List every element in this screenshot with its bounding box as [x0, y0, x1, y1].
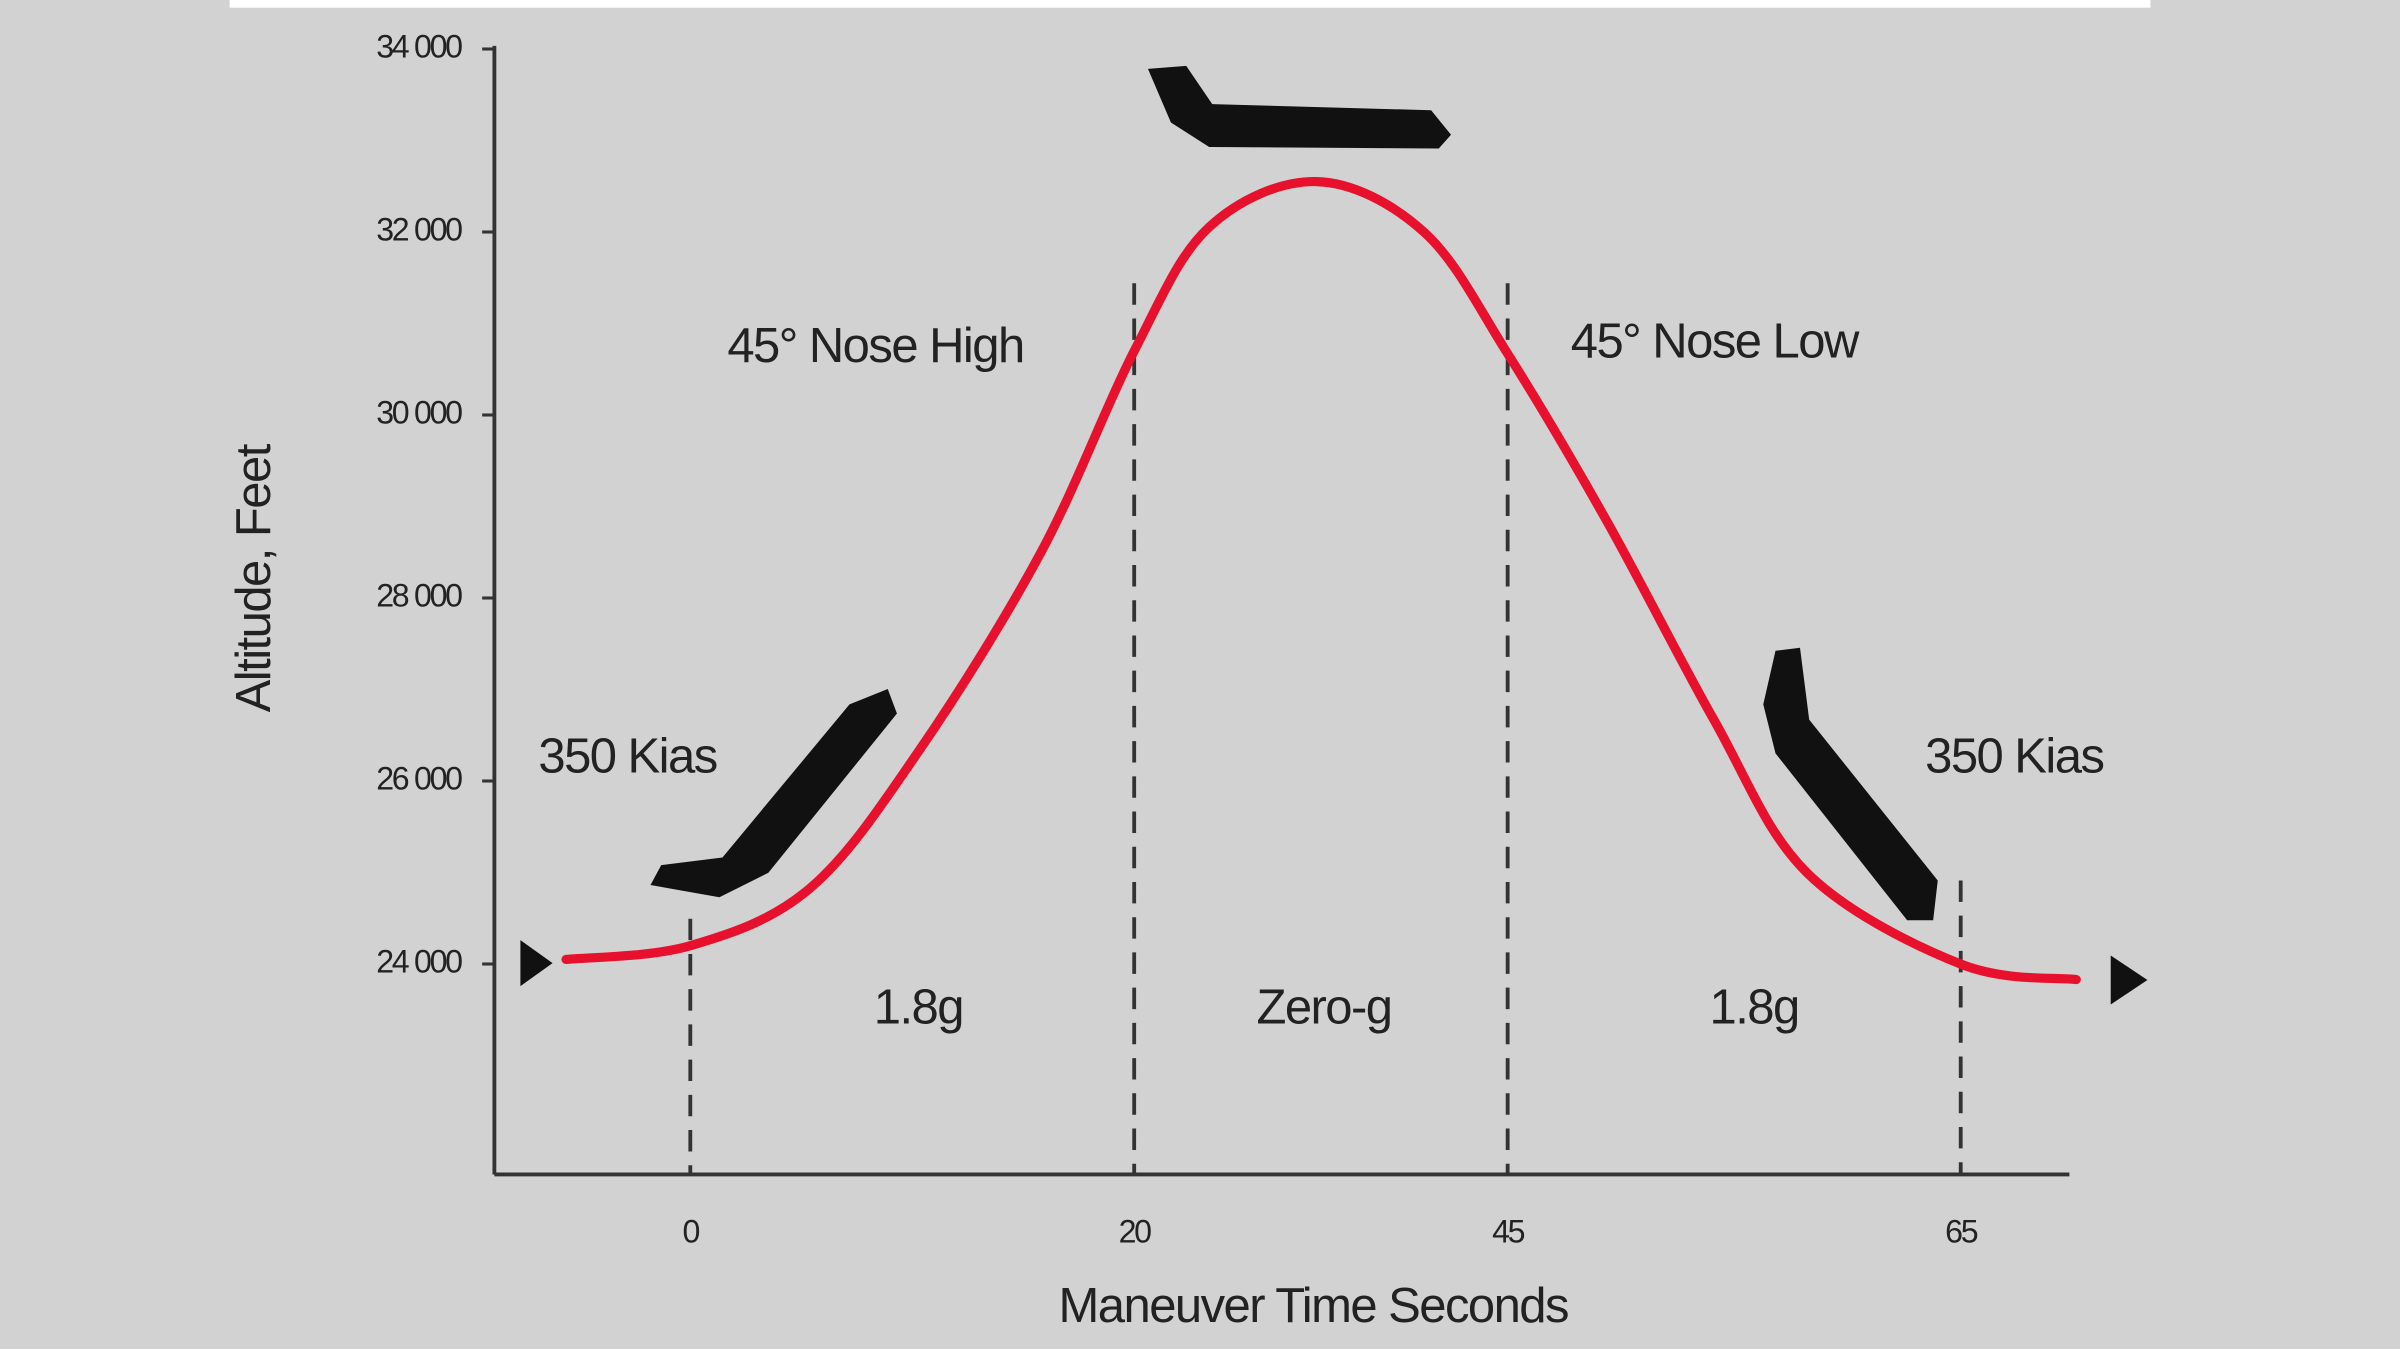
y-tick-label: 34 000	[376, 28, 462, 64]
y-tick-label: 26 000	[376, 760, 462, 796]
x-tick-label: 65	[1945, 1214, 1978, 1250]
y-tick-label: 24 000	[376, 943, 462, 979]
start-arrow	[520, 940, 553, 987]
airplane-climb	[650, 689, 897, 898]
x-tick-label: 0	[683, 1214, 700, 1250]
x-axis-label: Maneuver Time Seconds	[1059, 1279, 1568, 1333]
annotation: 45° Nose Low	[1571, 314, 1860, 368]
end-arrow	[2110, 955, 2148, 1005]
top-strip	[229, 0, 2151, 8]
altitude-line	[561, 177, 2081, 985]
y-tick-label: 30 000	[376, 394, 462, 430]
airplane-dive	[1763, 647, 1938, 921]
y-tick-label: 28 000	[376, 577, 462, 613]
annotation: 350 Kias	[538, 729, 716, 783]
y-axis-label: Altitude, Feet	[227, 443, 281, 712]
annotation: 1.8g	[874, 981, 963, 1035]
x-tick-label: 20	[1119, 1214, 1152, 1250]
x-tick-label: 45	[1492, 1214, 1525, 1250]
airplane-level	[1147, 65, 1452, 149]
annotation: Zero-g	[1256, 981, 1391, 1035]
y-tick-label: 32 000	[376, 211, 462, 247]
annotation: 1.8g	[1709, 981, 1798, 1035]
annotation: 45° Nose High	[727, 319, 1023, 373]
annotation: 350 Kias	[1925, 729, 2103, 783]
